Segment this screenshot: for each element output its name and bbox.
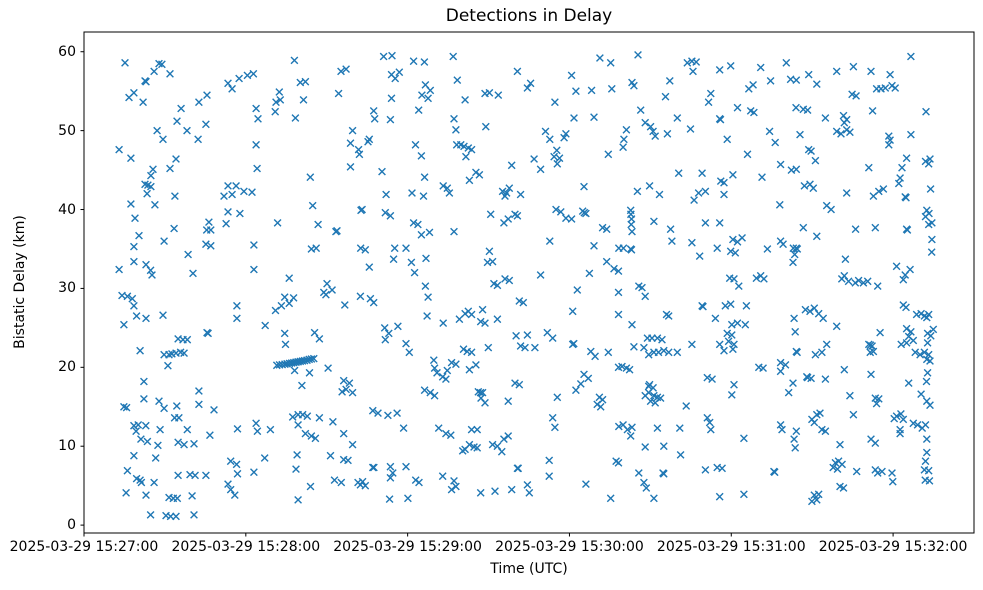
- y-tick-label: 10: [58, 438, 76, 455]
- chart-title: Detections in Delay: [445, 6, 613, 26]
- y-tick-label: 20: [58, 359, 76, 376]
- x-axis-label: Time (UTC): [490, 561, 568, 577]
- scatter-markers: [115, 51, 938, 521]
- y-tick-label: 50: [58, 122, 76, 139]
- x-tick-label: 2025-03-29 15:29:00: [333, 539, 482, 555]
- x-tick-label: 2025-03-29 15:28:00: [171, 539, 321, 555]
- x-tick-label: 2025-03-29 15:32:00: [818, 539, 968, 555]
- y-tick-label: 60: [58, 43, 76, 60]
- tick-marks: [80, 51, 894, 537]
- y-tick-label: 0: [67, 517, 76, 534]
- y-tick-label: 40: [58, 201, 76, 218]
- x-tick-label: 2025-03-29 15:27:00: [9, 539, 159, 555]
- y-tick-label: 30: [58, 280, 76, 297]
- x-tick-label: 2025-03-29 15:30:00: [495, 539, 644, 555]
- x-tick-label: 2025-03-29 15:31:00: [656, 539, 806, 555]
- axes-frame: [83, 31, 975, 534]
